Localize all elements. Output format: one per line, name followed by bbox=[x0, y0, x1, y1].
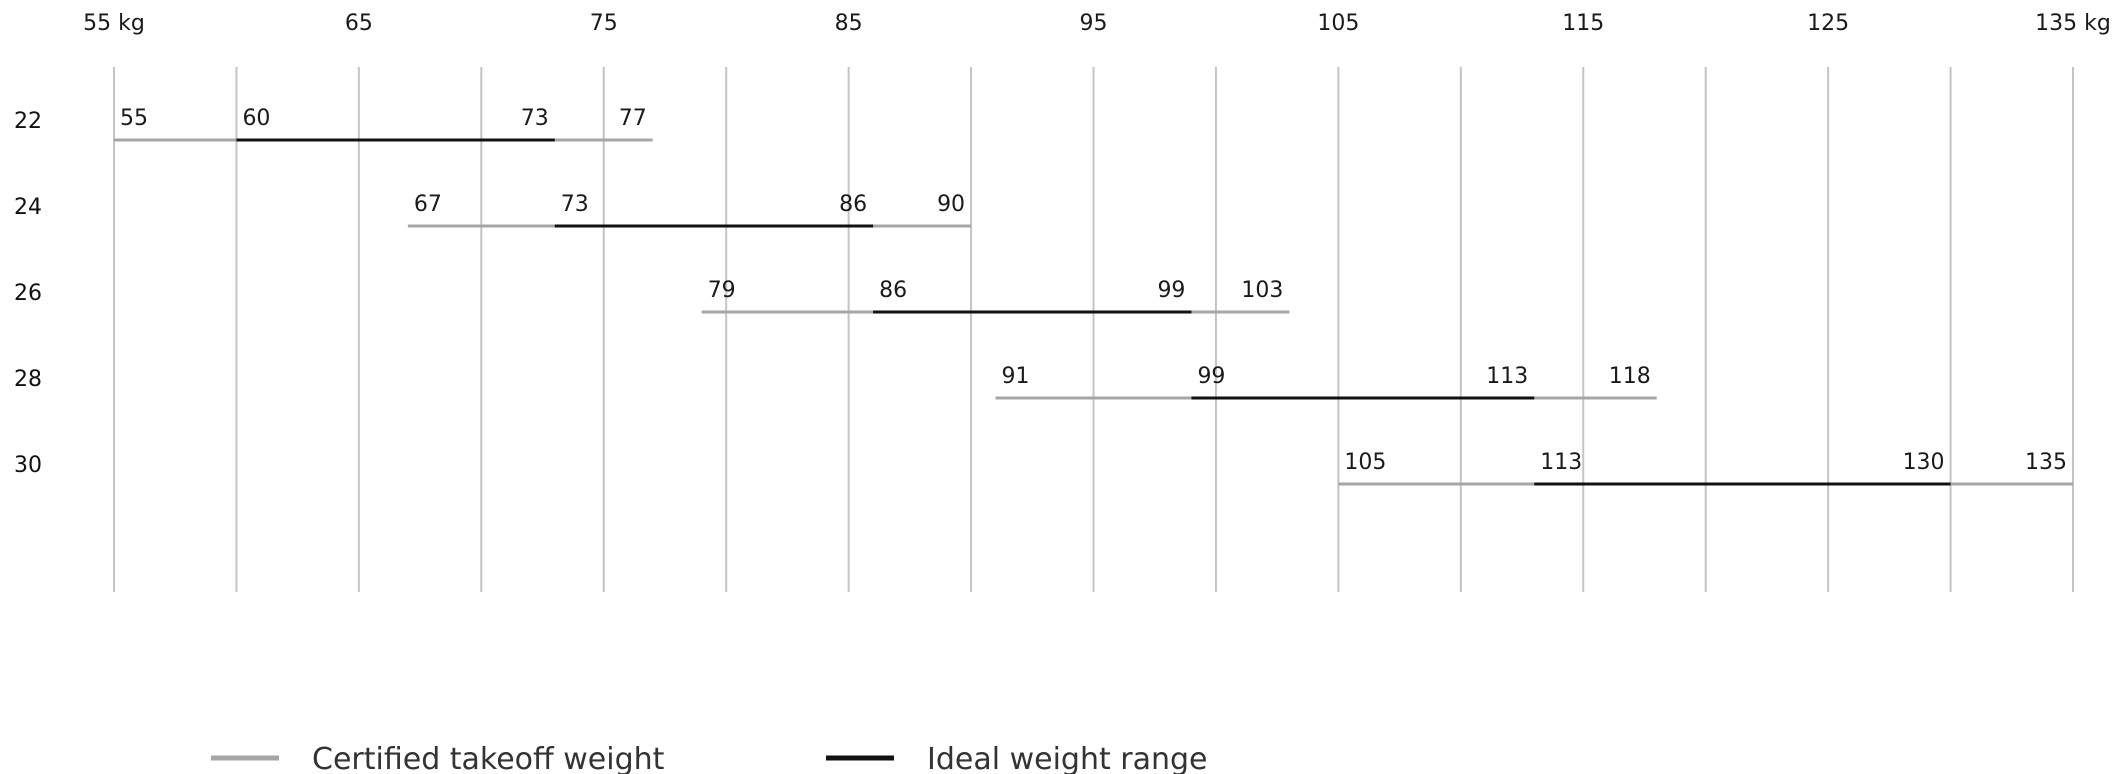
x-tick-label: 55 kg bbox=[83, 11, 145, 36]
ideal-max-label: 73 bbox=[521, 106, 549, 131]
certified-max-label: 77 bbox=[619, 106, 647, 131]
ideal-min-label: 99 bbox=[1197, 364, 1225, 389]
x-tick-label: 75 bbox=[590, 11, 618, 36]
certified-max-label: 118 bbox=[1609, 364, 1651, 389]
x-tick-label: 85 bbox=[835, 11, 863, 36]
x-tick-label: 115 bbox=[1562, 11, 1604, 36]
certified-max-label: 135 bbox=[2025, 450, 2067, 475]
certified-min-label: 55 bbox=[120, 106, 148, 131]
x-tick-label: 95 bbox=[1080, 11, 1108, 36]
certified-max-label: 103 bbox=[1241, 278, 1283, 303]
x-axis-tick-labels: 55 kg 65 75 85 95 105 115 125 135 kg bbox=[83, 11, 2111, 36]
row-label: 24 bbox=[14, 195, 42, 220]
ideal-max-label: 99 bbox=[1157, 278, 1185, 303]
certified-min-label: 79 bbox=[708, 278, 736, 303]
legend-ideal-label: Ideal weight range bbox=[927, 742, 1208, 774]
certified-max-label: 90 bbox=[937, 192, 965, 217]
ideal-min-label: 86 bbox=[879, 278, 907, 303]
ideal-min-label: 113 bbox=[1540, 450, 1582, 475]
ideal-min-label: 73 bbox=[561, 192, 589, 217]
certified-min-label: 91 bbox=[1002, 364, 1030, 389]
x-tick-label: 135 kg bbox=[2035, 11, 2111, 36]
x-tick-label: 125 bbox=[1807, 11, 1849, 36]
row-label: 28 bbox=[14, 367, 42, 392]
range-rows: 22 55 60 73 77 24 67 73 86 90 26 79 86 99 103 28 91 99 113… bbox=[14, 106, 2073, 486]
ideal-max-label: 86 bbox=[839, 192, 867, 217]
legend-certified-label: Certified takeoff weight bbox=[312, 742, 665, 774]
certified-min-label: 67 bbox=[414, 192, 442, 217]
row-label: 22 bbox=[14, 109, 42, 134]
ideal-max-label: 113 bbox=[1486, 364, 1528, 389]
row-label: 30 bbox=[14, 453, 42, 478]
row-label: 26 bbox=[14, 281, 42, 306]
x-tick-label: 65 bbox=[345, 11, 373, 36]
ideal-max-label: 130 bbox=[1903, 450, 1945, 475]
certified-min-label: 105 bbox=[1344, 450, 1386, 475]
gridlines bbox=[113, 67, 2074, 592]
ideal-min-label: 60 bbox=[242, 106, 270, 131]
x-tick-label: 105 bbox=[1317, 11, 1359, 36]
legend: Certified takeoff weight Ideal weight ra… bbox=[211, 742, 1208, 774]
